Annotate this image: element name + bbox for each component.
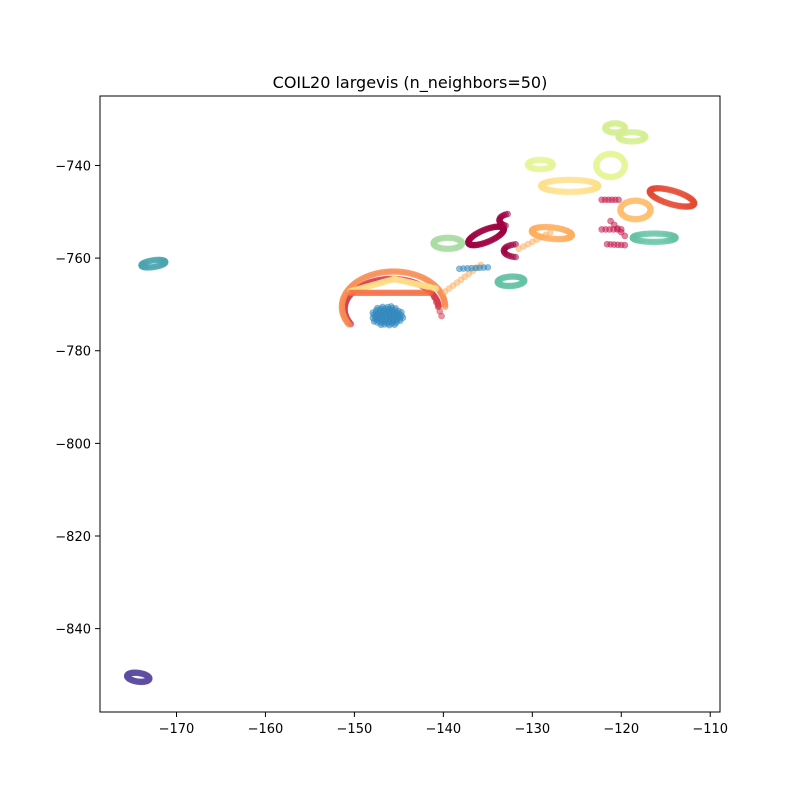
y-tick-label: −820 [55,530,91,545]
data-point [672,234,679,242]
chart-title: COIL20 largevis (n_neighbors=50) [273,73,548,93]
y-tick-label: −800 [55,437,91,452]
y-tick-label: −740 [55,159,91,174]
y-tick-label: −780 [55,345,91,360]
data-point [161,258,169,266]
data-point [615,196,622,204]
x-tick-label: −160 [248,722,284,737]
data-point [438,312,445,320]
data-point [398,308,405,316]
data-point [374,304,381,312]
data-point [504,210,511,218]
x-tick-label: −110 [692,722,728,737]
data-point [546,229,554,236]
data-point [520,277,528,284]
data-point [399,314,407,321]
y-tick-label: −760 [55,252,91,267]
data-point [377,321,385,329]
points-layer [123,120,698,686]
data-point [689,202,696,209]
y-tick-label: −840 [55,623,91,638]
data-point [567,233,575,240]
x-tick-label: −150 [337,722,373,737]
x-axis: −170 −160 −150 −140 −130 −120 −110 [159,712,728,737]
data-point [512,241,519,248]
data-point [484,264,492,271]
x-tick-label: −130 [514,722,550,737]
data-point [621,163,629,170]
data-point [621,241,629,249]
data-point [594,183,602,190]
data-point [441,303,449,311]
data-point [621,232,629,240]
data-point [641,134,649,141]
data-point [426,289,434,297]
data-point [391,321,398,329]
plot-frame [99,95,721,713]
data-point [458,240,466,248]
x-tick-label: −120 [603,722,639,737]
data-point [549,161,556,169]
data-point [370,318,378,325]
y-axis: −840 −820 −800 −780 −760 −740 [55,159,100,638]
data-point [647,207,654,215]
data-point [432,285,440,292]
data-point [145,676,152,684]
x-tick-label: −140 [425,722,461,737]
x-tick-label: −170 [159,722,195,737]
data-point [387,303,395,310]
data-point [369,309,377,317]
